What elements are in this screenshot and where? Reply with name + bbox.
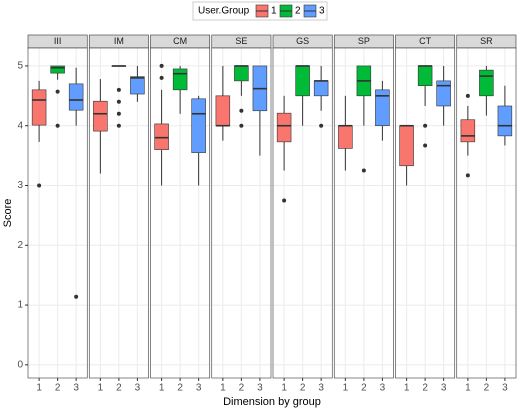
- outlier: [361, 168, 366, 173]
- panel-border: [272, 47, 333, 379]
- outlier: [116, 111, 121, 116]
- x-tick-label: 1: [404, 383, 410, 394]
- outlier: [239, 123, 244, 128]
- box: [375, 89, 390, 127]
- strip-label: GS: [296, 36, 309, 46]
- strip-label: SR: [480, 36, 493, 46]
- strip-label: CT: [419, 36, 431, 46]
- x-tick-label: 1: [98, 383, 104, 394]
- outlier: [74, 294, 79, 299]
- legend-label: 3: [319, 6, 325, 17]
- box: [50, 65, 65, 74]
- box: [68, 83, 84, 111]
- y-axis-label: Score: [2, 199, 14, 228]
- box: [295, 65, 310, 97]
- x-tick-label: 2: [239, 383, 245, 394]
- x-axis-label: Dimension by group: [223, 396, 321, 408]
- outlier: [239, 108, 244, 113]
- legend-title: User.Group: [198, 6, 250, 17]
- y-tick-label: 1: [17, 300, 23, 311]
- panel-border: [333, 47, 394, 379]
- panel-border: [88, 47, 149, 379]
- x-tick-label: 2: [116, 383, 122, 394]
- y-tick-label: 4: [17, 120, 23, 131]
- box: [234, 65, 249, 82]
- box: [460, 119, 476, 143]
- box: [497, 105, 513, 137]
- panel-border: [211, 47, 272, 379]
- box: [436, 80, 451, 107]
- strip-label: IM: [114, 36, 124, 46]
- panel-border: [150, 47, 211, 379]
- box: [191, 98, 206, 153]
- legend-label: 2: [295, 6, 301, 17]
- x-tick-label: 2: [361, 383, 367, 394]
- x-tick-label: 3: [135, 383, 141, 394]
- box: [338, 125, 353, 149]
- box: [130, 76, 145, 95]
- outlier: [55, 89, 60, 94]
- box: [313, 80, 329, 97]
- box: [417, 65, 433, 86]
- outlier: [423, 143, 428, 148]
- box: [93, 100, 108, 132]
- box: [399, 125, 414, 167]
- outlier: [159, 63, 164, 68]
- x-tick-label: 1: [159, 383, 165, 394]
- box: [276, 112, 292, 143]
- x-tick-label: 2: [300, 383, 306, 394]
- x-tick-label: 3: [257, 383, 263, 394]
- x-tick-label: 2: [484, 383, 490, 394]
- outlier: [159, 75, 164, 80]
- y-tick-label: 0: [17, 359, 23, 370]
- x-tick-label: 3: [441, 383, 447, 394]
- x-tick-label: 3: [380, 383, 386, 394]
- outlier: [116, 99, 121, 104]
- x-tick-label: 1: [465, 383, 471, 394]
- panel-border: [395, 47, 456, 379]
- strip-label: SE: [235, 36, 247, 46]
- x-tick-label: 1: [220, 383, 226, 394]
- box: [172, 68, 188, 91]
- x-tick-label: 1: [36, 383, 42, 394]
- x-tick-label: 2: [422, 383, 428, 394]
- panel-border: [27, 47, 88, 379]
- x-tick-label: 1: [343, 383, 349, 394]
- strip-label: III: [54, 36, 62, 46]
- x-tick-label: 2: [177, 383, 183, 394]
- strip-label: CM: [173, 36, 187, 46]
- box: [479, 69, 494, 97]
- outlier: [116, 123, 121, 128]
- outlier: [465, 93, 470, 98]
- box: [215, 95, 231, 127]
- y-tick-label: 5: [17, 61, 23, 72]
- outlier: [465, 173, 470, 178]
- x-tick-label: 3: [196, 383, 202, 394]
- outlier: [319, 123, 324, 128]
- x-tick-label: 3: [73, 383, 79, 394]
- x-tick-label: 1: [281, 383, 287, 394]
- x-tick-label: 2: [55, 383, 61, 394]
- outlier: [423, 123, 428, 128]
- strip-label: SP: [358, 36, 370, 46]
- legend-label: 1: [271, 6, 277, 17]
- x-tick-label: 3: [318, 383, 324, 394]
- box: [31, 89, 47, 126]
- y-tick-label: 3: [17, 180, 23, 191]
- outlier: [282, 198, 287, 203]
- panel-border: [456, 47, 517, 379]
- x-tick-label: 3: [502, 383, 508, 394]
- outlier: [55, 123, 60, 128]
- box: [154, 123, 169, 150]
- y-tick-label: 2: [17, 240, 23, 251]
- outlier: [37, 183, 42, 188]
- outlier: [116, 87, 121, 92]
